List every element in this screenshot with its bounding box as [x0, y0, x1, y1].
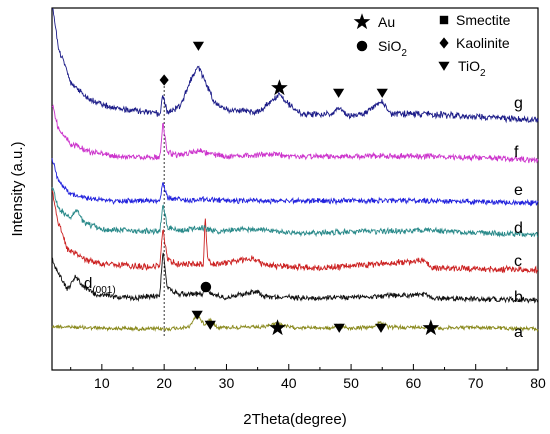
- x-tick-label: 10: [94, 375, 110, 391]
- series-a-line: [51, 311, 539, 333]
- series-g-line: [52, 8, 539, 124]
- plot-frame: [51, 7, 539, 371]
- legend-label-sub: 2: [401, 48, 407, 59]
- x-tick-label: 60: [406, 375, 422, 391]
- peak-markers-group: [159, 41, 440, 336]
- x-tick-label: 50: [343, 375, 359, 391]
- series-g-label: g: [514, 95, 523, 112]
- series-a-label: a: [514, 324, 523, 341]
- x-tick-label: 30: [219, 375, 235, 391]
- series-d-label: d: [514, 220, 523, 237]
- series-group: [51, 8, 539, 333]
- d001-annotation-main: d: [84, 275, 92, 292]
- curve-labels-group: a b cd e f g: [514, 95, 523, 341]
- circle-marker: [200, 281, 212, 293]
- x-tick-label: 40: [281, 375, 297, 391]
- triangle-marker: [438, 61, 450, 71]
- d001-annotation-sub: (001): [92, 285, 115, 296]
- square-marker: [439, 15, 449, 25]
- triangle-marker: [204, 320, 216, 330]
- x-tick-label: 20: [156, 375, 172, 391]
- series-f-line: [51, 104, 539, 164]
- series-b-line: [51, 252, 539, 304]
- d001-annotation: d(001): [84, 275, 116, 296]
- legend-label-triangle: TiO2: [458, 58, 486, 79]
- series-c-line: [51, 190, 539, 275]
- triangle-marker: [191, 310, 203, 320]
- triangle-marker: [375, 323, 387, 333]
- series-f-label: f: [514, 144, 519, 161]
- x-axis-title: 2Theta(degree): [243, 411, 346, 428]
- circle-marker: [356, 40, 368, 52]
- series-d-line: [51, 187, 539, 238]
- star-marker: [422, 319, 440, 336]
- diamond-marker: [159, 74, 169, 86]
- legend-label-circle: SiO2: [378, 38, 407, 59]
- legend-label-diamond: Kaolinite: [456, 35, 510, 51]
- legend-label-star: Au: [378, 14, 395, 30]
- legend: Au SiO2 Smectite Kaolinite TiO2: [353, 12, 511, 79]
- legend-label-square: Smectite: [456, 12, 511, 28]
- series-e-line: [51, 158, 539, 207]
- triangle-marker: [192, 41, 205, 51]
- series-b-label: b: [514, 289, 523, 306]
- y-axis-title: Intensity (a.u.): [9, 141, 26, 236]
- triangle-marker: [333, 323, 345, 333]
- x-tick-label: 70: [468, 375, 484, 391]
- series-c-label: c: [514, 253, 522, 270]
- diamond-marker: [439, 37, 449, 49]
- x-tick-label: 80: [530, 375, 546, 391]
- star-marker: [353, 13, 371, 30]
- star-marker: [269, 319, 286, 336]
- star-marker: [271, 79, 288, 96]
- series-e-label: e: [514, 182, 523, 199]
- x-axis-ticks: 10 20 30 40 50 60 70 80: [70, 364, 546, 391]
- triangle-marker: [376, 88, 388, 98]
- legend-label-sub: 2: [480, 68, 486, 79]
- triangle-marker: [333, 88, 345, 98]
